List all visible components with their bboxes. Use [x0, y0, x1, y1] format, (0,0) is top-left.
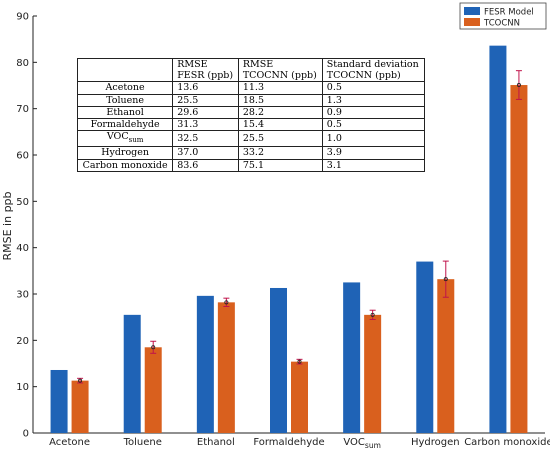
table-cell: 31.3 [172, 118, 239, 132]
x-tick-label: Toluene [123, 437, 162, 448]
legend-label: FESR Model [484, 8, 534, 18]
error-marker [370, 312, 375, 317]
x-tick-labels: Acetone Toluene Ethanol Formaldehyde VOCsum H… [49, 437, 550, 450]
table-row: Carbon monoxide 83.6 75.1 3.1 [76, 158, 426, 172]
error-marker [151, 345, 156, 350]
y-tick-label: 60 [16, 151, 29, 162]
bar-tcocnn [71, 380, 89, 433]
bar-tcocnn [144, 347, 162, 433]
data-table: RMSE FESR (ppb) RMSE TCOCNN (ppb) Standard d… [76, 57, 426, 172]
table-cell: 37.0 [172, 146, 239, 160]
table-header-cell: RMSE TCOCNN (ppb) [237, 57, 323, 83]
y-tick-label: 10 [16, 382, 29, 393]
table-cell: 33.2 [237, 146, 323, 160]
table-cell: 3.1 [321, 158, 426, 172]
y-tick-label: 0 [23, 429, 29, 440]
y-tick-label: 20 [16, 336, 29, 347]
axes [32, 16, 545, 434]
table-cell: 32.5 [172, 130, 239, 148]
y-tick-labels: 0 10 20 30 40 50 60 70 80 90 [16, 12, 37, 440]
table-cell: 25.5 [237, 130, 323, 148]
y-tick-label: 40 [16, 243, 29, 254]
error-bars [77, 70, 522, 384]
bar-tcocnn [510, 85, 528, 433]
table-cell: 0.5 [321, 118, 426, 132]
y-axis-label: RMSE in ppb [1, 191, 14, 260]
table-cell: 18.5 [237, 93, 323, 107]
table-cell: 75.1 [237, 158, 323, 172]
bar-fesr [416, 261, 434, 433]
y-tick-label: 90 [16, 12, 29, 23]
x-tick-label: Hydrogen [411, 437, 460, 448]
table-header-cell: RMSE FESR (ppb) [172, 57, 239, 83]
bar-fesr [489, 45, 507, 434]
bar-tcocnn [364, 314, 382, 433]
bar-fesr [270, 287, 287, 433]
bar-fesr [196, 295, 214, 433]
x-tick-label: Ethanol [197, 437, 235, 448]
bar-fesr [50, 369, 68, 433]
table-row: Hydrogen 37.0 33.2 3.9 [76, 146, 426, 160]
table-row-label: Acetone [76, 81, 174, 95]
table-cell: 29.6 [172, 105, 239, 120]
legend-swatch [464, 7, 480, 15]
table-header-cell [76, 57, 174, 83]
table-row: VOCsum 32.5 25.5 1.0 [76, 130, 426, 148]
bar-tcocnn [217, 302, 235, 433]
table-row: Acetone 13.6 11.3 0.5 [76, 81, 426, 95]
table-cell: 83.6 [172, 158, 239, 172]
y-tick-label: 50 [16, 197, 29, 208]
table-row-label: VOCsum [76, 130, 174, 148]
table-cell: 13.6 [172, 81, 239, 95]
x-tick-label: VOCsum [343, 437, 381, 450]
table-cell: 28.2 [237, 105, 323, 120]
table-cell: 0.9 [321, 105, 426, 120]
table-cell: 15.4 [237, 118, 323, 132]
y-tick-label: 80 [16, 58, 29, 69]
bar-fesr [343, 282, 361, 433]
table-header-cell: Standard deviation TCOCNN (ppb) [321, 57, 426, 83]
table-row: Toluene 25.5 18.5 1.3 [76, 93, 426, 107]
table-cell: 3.9 [321, 146, 426, 160]
legend-swatch [464, 18, 480, 26]
x-tick-label: Acetone [49, 437, 90, 448]
table-row-label: Formaldehyde [76, 118, 174, 132]
table-cell: 1.0 [321, 130, 426, 148]
bar-fesr [123, 314, 141, 433]
table-body: Acetone 13.6 11.3 0.5 Toluene 25.5 18.5 1.3 Etha… [76, 81, 426, 172]
x-tick-label: Carbon monoxide [464, 437, 550, 448]
bar-tcocnn [291, 361, 308, 433]
table-row-label: Toluene [76, 93, 174, 107]
error-marker [443, 277, 448, 282]
table-cell: 0.5 [321, 81, 426, 95]
error-marker [516, 83, 521, 88]
table-cell: 11.3 [237, 81, 323, 95]
table-row-label: Ethanol [76, 105, 174, 120]
table-header-row: RMSE FESR (ppb) RMSE TCOCNN (ppb) Standard d… [76, 57, 426, 83]
table-row-label: Hydrogen [76, 146, 174, 160]
error-marker [224, 300, 229, 305]
table-row-label: Carbon monoxide [76, 158, 174, 172]
bar-tcocnn [437, 279, 455, 433]
table-row: Ethanol 29.6 28.2 0.9 [76, 105, 426, 120]
error-marker [78, 378, 83, 383]
y-tick-label: 70 [16, 104, 29, 115]
bars [50, 45, 528, 434]
y-tick-label: 30 [16, 290, 29, 301]
legend-label: TCOCNN [483, 19, 520, 29]
table-cell: 1.3 [321, 93, 426, 107]
table-row: Formaldehyde 31.3 15.4 0.5 [76, 118, 426, 132]
error-marker [297, 359, 302, 364]
table-cell: 25.5 [172, 93, 239, 107]
x-tick-label: Formaldehyde [253, 437, 324, 448]
